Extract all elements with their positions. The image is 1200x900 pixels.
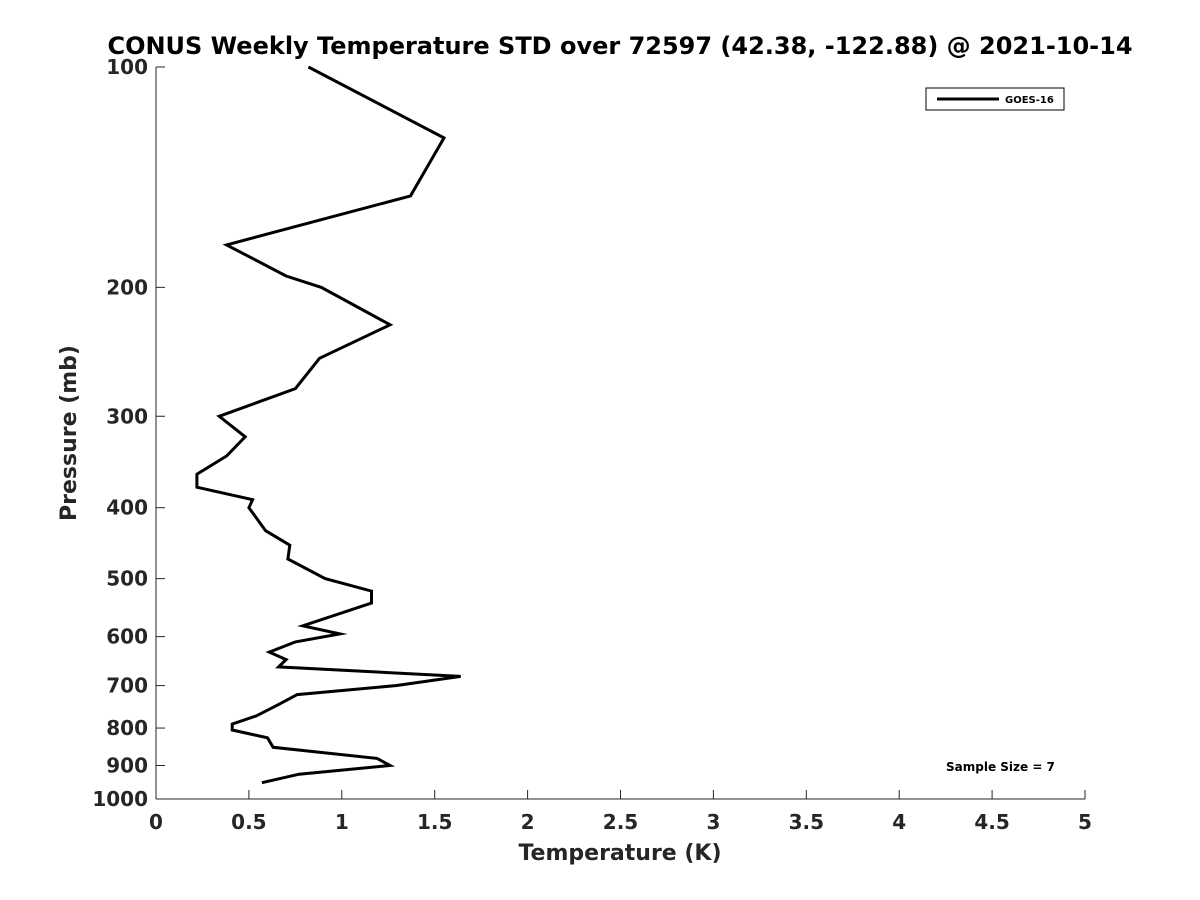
x-tick-label: 5 xyxy=(1078,810,1092,834)
x-tick-label: 1 xyxy=(335,810,349,834)
y-tick-label: 400 xyxy=(106,496,148,520)
y-tick-label: 600 xyxy=(106,625,148,649)
x-tick-label: 4 xyxy=(892,810,906,834)
y-tick-label: 500 xyxy=(106,567,148,591)
x-axis-title: Temperature (K) xyxy=(518,841,721,866)
x-tick-label: 1.5 xyxy=(417,810,452,834)
chart-title: CONUS Weekly Temperature STD over 72597 … xyxy=(107,32,1132,60)
y-tick-label: 900 xyxy=(106,754,148,778)
x-tick-label: 4.5 xyxy=(974,810,1009,834)
series-line-goes-16 xyxy=(195,65,461,785)
sample-size-annotation: Sample Size = 7 xyxy=(946,760,1055,774)
legend-entry-goes-16: GOES-16 xyxy=(1005,95,1054,106)
y-tick-label: 700 xyxy=(106,674,148,698)
x-tick-label: 3 xyxy=(706,810,720,834)
y-tick-label: 300 xyxy=(106,404,148,428)
x-tick-label: 2 xyxy=(521,810,535,834)
plot-area: 0 0.5 1 1.5 2 2.5 3 3.5 4 4.5 5 100 200 300 400 500 600 7… xyxy=(92,55,1092,834)
y-tick-label: 800 xyxy=(106,716,148,740)
legend: GOES-16 xyxy=(925,87,1065,111)
x-tick-label: 3.5 xyxy=(789,810,824,834)
y-tick-label: 100 xyxy=(106,55,148,79)
y-tick-label: 1000 xyxy=(92,787,148,811)
y-axis-title: Pressure (mb) xyxy=(57,345,82,521)
y-tick-label: 200 xyxy=(106,275,148,299)
x-tick-label: 0.5 xyxy=(231,810,266,834)
x-tick-label: 0 xyxy=(149,810,163,834)
x-tick-label: 2.5 xyxy=(603,810,638,834)
